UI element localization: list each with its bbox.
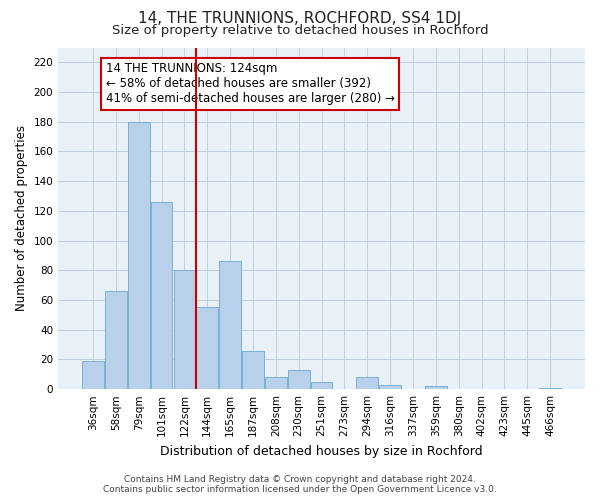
Bar <box>219 262 241 389</box>
Bar <box>105 291 127 389</box>
Bar <box>288 370 310 389</box>
Y-axis label: Number of detached properties: Number of detached properties <box>15 126 28 312</box>
X-axis label: Distribution of detached houses by size in Rochford: Distribution of detached houses by size … <box>160 444 483 458</box>
Bar <box>242 350 264 389</box>
Text: Size of property relative to detached houses in Rochford: Size of property relative to detached ho… <box>112 24 488 37</box>
Bar <box>356 378 378 389</box>
Bar <box>151 202 172 389</box>
Bar <box>128 122 149 389</box>
Text: 14, THE TRUNNIONS, ROCHFORD, SS4 1DJ: 14, THE TRUNNIONS, ROCHFORD, SS4 1DJ <box>139 11 461 26</box>
Bar <box>173 270 195 389</box>
Bar <box>265 378 287 389</box>
Bar <box>539 388 561 389</box>
Text: 14 THE TRUNNIONS: 124sqm
← 58% of detached houses are smaller (392)
41% of semi-: 14 THE TRUNNIONS: 124sqm ← 58% of detach… <box>106 62 395 106</box>
Bar <box>82 361 104 389</box>
Bar <box>425 386 447 389</box>
Text: Contains HM Land Registry data © Crown copyright and database right 2024.
Contai: Contains HM Land Registry data © Crown c… <box>103 474 497 494</box>
Bar <box>196 308 218 389</box>
Bar <box>311 382 332 389</box>
Bar <box>379 384 401 389</box>
